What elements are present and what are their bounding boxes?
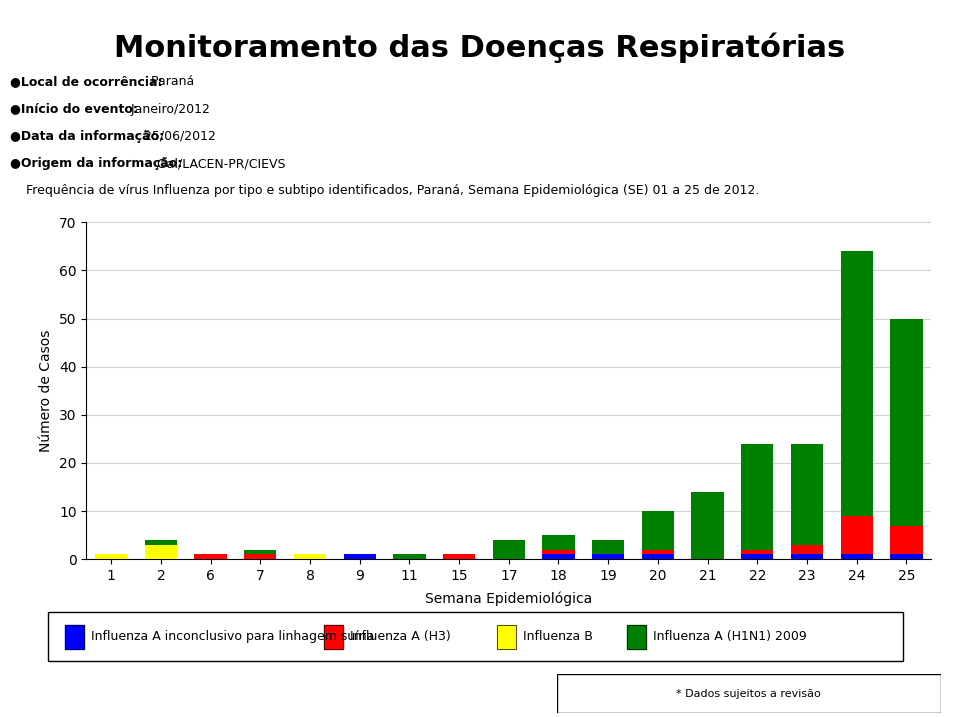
Y-axis label: Número de Casos: Número de Casos	[39, 330, 54, 452]
Text: ●Origem da informação:: ●Origem da informação:	[10, 157, 181, 170]
Bar	[145, 540, 177, 545]
Bar	[841, 516, 873, 554]
Bar	[592, 554, 624, 559]
Bar	[841, 554, 873, 559]
Text: Influenza B: Influenza B	[523, 630, 593, 643]
FancyBboxPatch shape	[557, 674, 941, 713]
Bar	[344, 554, 376, 559]
Text: Influenza A inconclusivo para linhagem suína: Influenza A inconclusivo para linhagem s…	[91, 630, 374, 643]
Text: Frequência de vírus Influenza por tipo e subtipo identificados, Paraná, Semana E: Frequência de vírus Influenza por tipo e…	[10, 184, 759, 197]
Text: Monitoramento das Doenças Respiratórias: Monitoramento das Doenças Respiratórias	[114, 32, 846, 63]
Text: Influenza A (H1N1) 2009: Influenza A (H1N1) 2009	[653, 630, 806, 643]
Bar	[641, 550, 674, 554]
Bar	[324, 625, 344, 649]
Text: Gal/LACEN-PR/CIEVS: Gal/LACEN-PR/CIEVS	[154, 157, 286, 170]
Bar	[394, 554, 425, 559]
Bar	[741, 554, 774, 559]
Bar	[890, 318, 923, 526]
Bar	[841, 251, 873, 516]
Bar	[497, 625, 516, 649]
Bar	[65, 625, 84, 649]
Text: * Dados sujeitos a revisão: * Dados sujeitos a revisão	[677, 689, 821, 698]
Bar	[741, 550, 774, 554]
Bar	[244, 550, 276, 554]
Bar	[791, 554, 823, 559]
Bar	[641, 554, 674, 559]
Text: ●Local de ocorrência:: ●Local de ocorrência:	[10, 75, 162, 88]
Bar	[627, 625, 646, 649]
FancyBboxPatch shape	[48, 612, 903, 660]
Text: ●Data da informação:: ●Data da informação:	[10, 130, 164, 143]
Bar	[542, 554, 575, 559]
Bar	[492, 540, 525, 559]
Bar	[691, 492, 724, 559]
Bar	[324, 625, 344, 649]
Bar	[95, 554, 128, 559]
Bar	[641, 511, 674, 550]
Text: ●Início do evento:: ●Início do evento:	[10, 103, 137, 115]
Text: Janeiro/2012: Janeiro/2012	[127, 103, 210, 115]
Bar	[791, 444, 823, 545]
Bar	[65, 625, 84, 649]
Bar	[294, 554, 326, 559]
Bar	[195, 554, 227, 559]
Bar	[592, 540, 624, 554]
Bar	[791, 545, 823, 554]
X-axis label: Semana Epidemiológica: Semana Epidemiológica	[425, 592, 592, 606]
Bar	[145, 545, 177, 559]
Bar	[542, 550, 575, 554]
Bar	[890, 526, 923, 554]
Bar	[443, 554, 475, 559]
Text: Influenza A (H3): Influenza A (H3)	[350, 630, 451, 643]
Bar	[627, 625, 646, 649]
Text: 25/06/2012: 25/06/2012	[140, 130, 216, 143]
Text: Paraná: Paraná	[147, 75, 194, 88]
Bar	[741, 444, 774, 550]
Bar	[890, 554, 923, 559]
Bar	[542, 535, 575, 550]
Bar	[244, 554, 276, 559]
Bar	[497, 625, 516, 649]
